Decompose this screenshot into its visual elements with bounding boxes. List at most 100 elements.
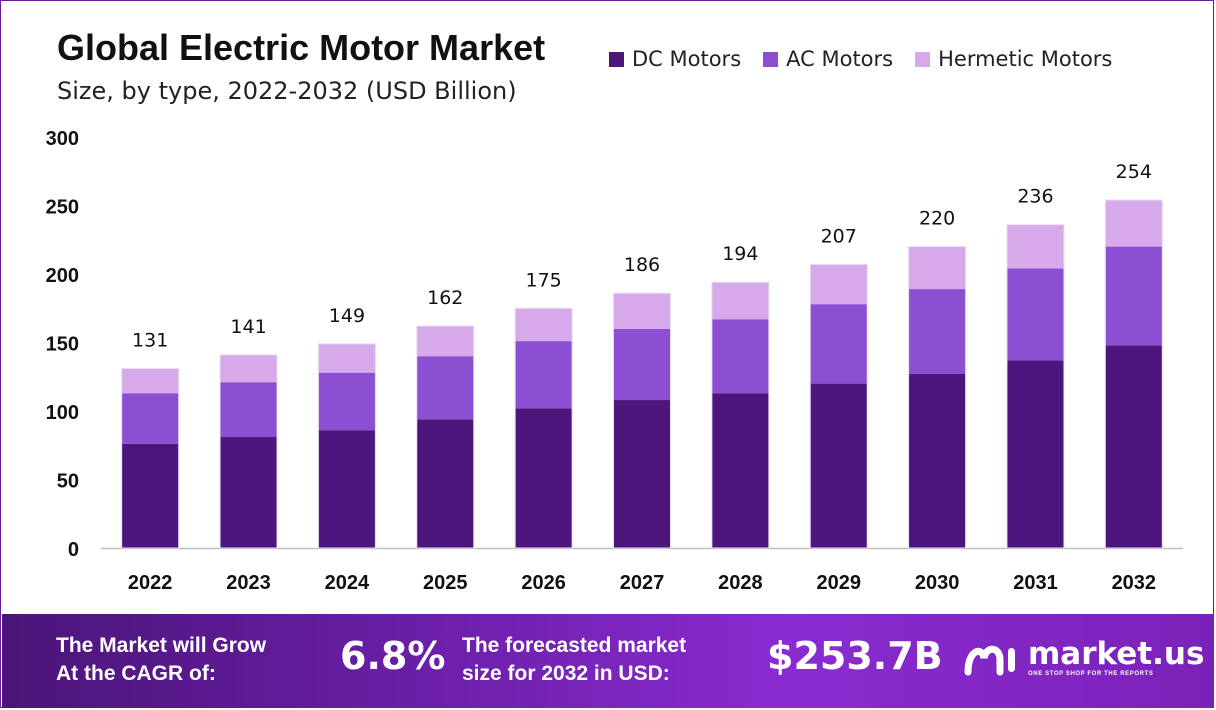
x-tick-label: 2032 (1112, 572, 1157, 594)
bar-outline (514, 307, 573, 549)
x-tick-label: 2024 (325, 572, 370, 594)
x-tick-label: 2028 (718, 572, 763, 594)
legend-swatch-hermetic (915, 51, 931, 67)
bar-outline (809, 263, 868, 549)
bar-outline (317, 343, 376, 549)
legend-swatch-dc (609, 51, 624, 67)
bar-total-label: 220 (919, 208, 955, 230)
bar-segment (318, 430, 376, 548)
brand-logo: market.us ONE STOP SHOP FOR THE REPORTS (964, 638, 1204, 678)
bar-segment (1006, 268, 1064, 361)
bar-segment (1006, 224, 1064, 269)
bar-segment (416, 356, 474, 420)
bar-total-label: 194 (722, 243, 758, 265)
legend-item-ac: AC Motors (763, 47, 893, 71)
bar-segment (1105, 246, 1163, 346)
cagr-label-line1: The Market will Grow (56, 634, 267, 657)
bar-total-label: 162 (427, 287, 463, 309)
cagr-label: The Market will Grow At the CAGR of: (56, 632, 266, 688)
bar-outline (613, 292, 671, 549)
bar-total-label: 131 (132, 330, 168, 352)
bar-segment (220, 354, 278, 383)
bar-segment (908, 289, 966, 375)
bar-segment (1105, 200, 1163, 247)
x-tick-label: 2023 (226, 572, 271, 594)
bar-segment (810, 304, 868, 384)
bar-segment (515, 308, 573, 342)
brand-name: market.us (1028, 636, 1205, 672)
bar-total-label: 236 (1017, 186, 1053, 208)
bar-segment (121, 393, 179, 444)
legend: DC Motors AC Motors Hermetic Motors (609, 47, 1112, 71)
bar-total-label: 186 (624, 254, 660, 276)
y-tick-label: 300 (46, 128, 79, 150)
bar-segment (1105, 345, 1163, 548)
bar-segment (711, 282, 769, 320)
bar-segment (220, 437, 278, 548)
chart-subtitle: Size, by type, 2022-2032 (USD Billion) (57, 77, 517, 105)
bar-segment (613, 400, 671, 548)
bar-outline (1006, 224, 1065, 549)
x-tick-label: 2031 (1013, 572, 1058, 594)
y-tick-label: 200 (46, 265, 79, 287)
footer-banner: The Market will Grow At the CAGR of: 6.8… (2, 614, 1214, 708)
bar-total-label: 207 (821, 225, 857, 247)
y-tick-label: 50 (57, 471, 79, 493)
bar-outline (121, 368, 180, 549)
legend-label-ac: AC Motors (786, 47, 894, 71)
forecast-label: The forecasted market size for 2032 in U… (462, 632, 686, 688)
bar-outline (711, 281, 770, 549)
x-tick-label: 2022 (128, 572, 173, 594)
forecast-label-line2: size for 2032 in USD: (462, 662, 670, 685)
legend-label-hermetic: Hermetic Motors (938, 47, 1113, 71)
bar-segment (810, 383, 868, 548)
market-us-logo-icon (964, 645, 1015, 676)
y-tick-label: 250 (46, 197, 79, 219)
bar-outline (416, 325, 475, 549)
chart-title: Global Electric Motor Market (57, 27, 546, 68)
bar-segment (318, 372, 376, 431)
legend-item-hermetic: Hermetic Motors (915, 47, 1112, 71)
bar-segment (121, 443, 179, 548)
bar-segment (810, 264, 868, 305)
bar-segment (220, 382, 278, 438)
bar-total-label: 149 (329, 305, 365, 327)
bar-total-label: 141 (230, 316, 266, 338)
cagr-value: 6.8% (340, 634, 446, 678)
y-tick-label: 150 (46, 334, 79, 356)
x-tick-label: 2029 (816, 572, 861, 594)
x-tick-label: 2025 (423, 572, 468, 594)
legend-swatch-ac (763, 51, 779, 67)
bar-segment (515, 341, 573, 409)
bar-segment (613, 328, 671, 401)
cagr-label-line2: At the CAGR of: (56, 662, 216, 685)
bar-outline (1104, 199, 1163, 549)
bar-segment (1006, 360, 1064, 548)
y-tick-label: 100 (46, 402, 79, 424)
y-tick-label: 0 (68, 539, 79, 561)
bar-segment (711, 393, 769, 548)
bar-segment (515, 408, 573, 548)
x-tick-label: 2027 (620, 572, 665, 594)
bar-total-label: 175 (526, 269, 562, 291)
x-tick-label: 2030 (915, 572, 960, 594)
bar-segment (121, 368, 179, 394)
brand-tagline: ONE STOP SHOP FOR THE REPORTS (1028, 671, 1154, 677)
legend-item-dc: DC Motors (609, 47, 741, 71)
stacked-bar-chart: 300 250 200 150 100 50 0 131 2022 141 2023 149 2024 1… (46, 128, 1183, 594)
bar-segment (318, 343, 376, 373)
bar-segment (711, 319, 769, 394)
legend-label-dc: DC Motors (632, 47, 742, 71)
bar-segment (613, 293, 671, 329)
bar-segment (908, 374, 966, 548)
forecast-label-line1: The forecasted market (462, 634, 687, 657)
bar-segment (416, 326, 474, 357)
bar-outline (219, 354, 278, 549)
forecast-value: $253.7B (767, 634, 943, 678)
bar-outline (908, 246, 967, 549)
bar-segment (908, 246, 966, 290)
bar-total-label: 254 (1116, 161, 1152, 183)
bar-segment (416, 419, 474, 548)
x-tick-label: 2026 (521, 572, 566, 594)
